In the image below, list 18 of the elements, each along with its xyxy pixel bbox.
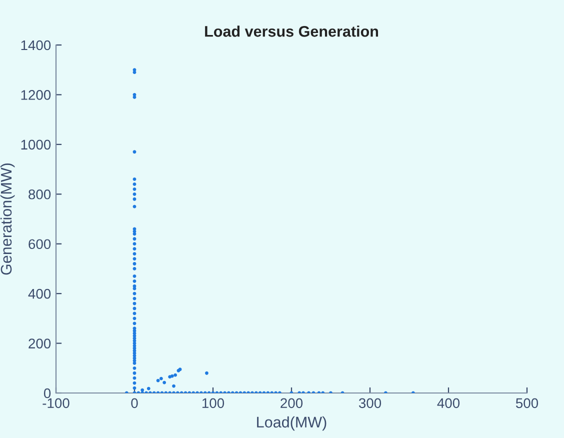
- x-tick-label: 500: [516, 398, 538, 408]
- x-tick-label: 200: [280, 398, 303, 408]
- y-tick-label: 400: [28, 288, 51, 299]
- y-tick-label: 1400: [21, 40, 51, 50]
- y-tick-label: 800: [28, 189, 51, 200]
- x-tick-label: 300: [358, 398, 382, 408]
- chart-title: Load versus Generation: [205, 26, 378, 37]
- x-tick-label: 400: [437, 398, 460, 408]
- y-tick-label: 200: [28, 338, 51, 348]
- x-tick-label: -100: [42, 398, 70, 408]
- y-axis-title: Generation(MW): [0, 163, 15, 275]
- x-axis-title: Load(MW): [257, 416, 326, 431]
- y-tick-label: 1000: [21, 140, 51, 150]
- y-tick-label: 1200: [21, 90, 51, 100]
- y-tick-label: 0: [44, 388, 51, 398]
- y-tick-label: 600: [28, 239, 51, 250]
- x-tick-label: 100: [202, 398, 224, 408]
- x-tick-label: 0: [131, 398, 138, 408]
